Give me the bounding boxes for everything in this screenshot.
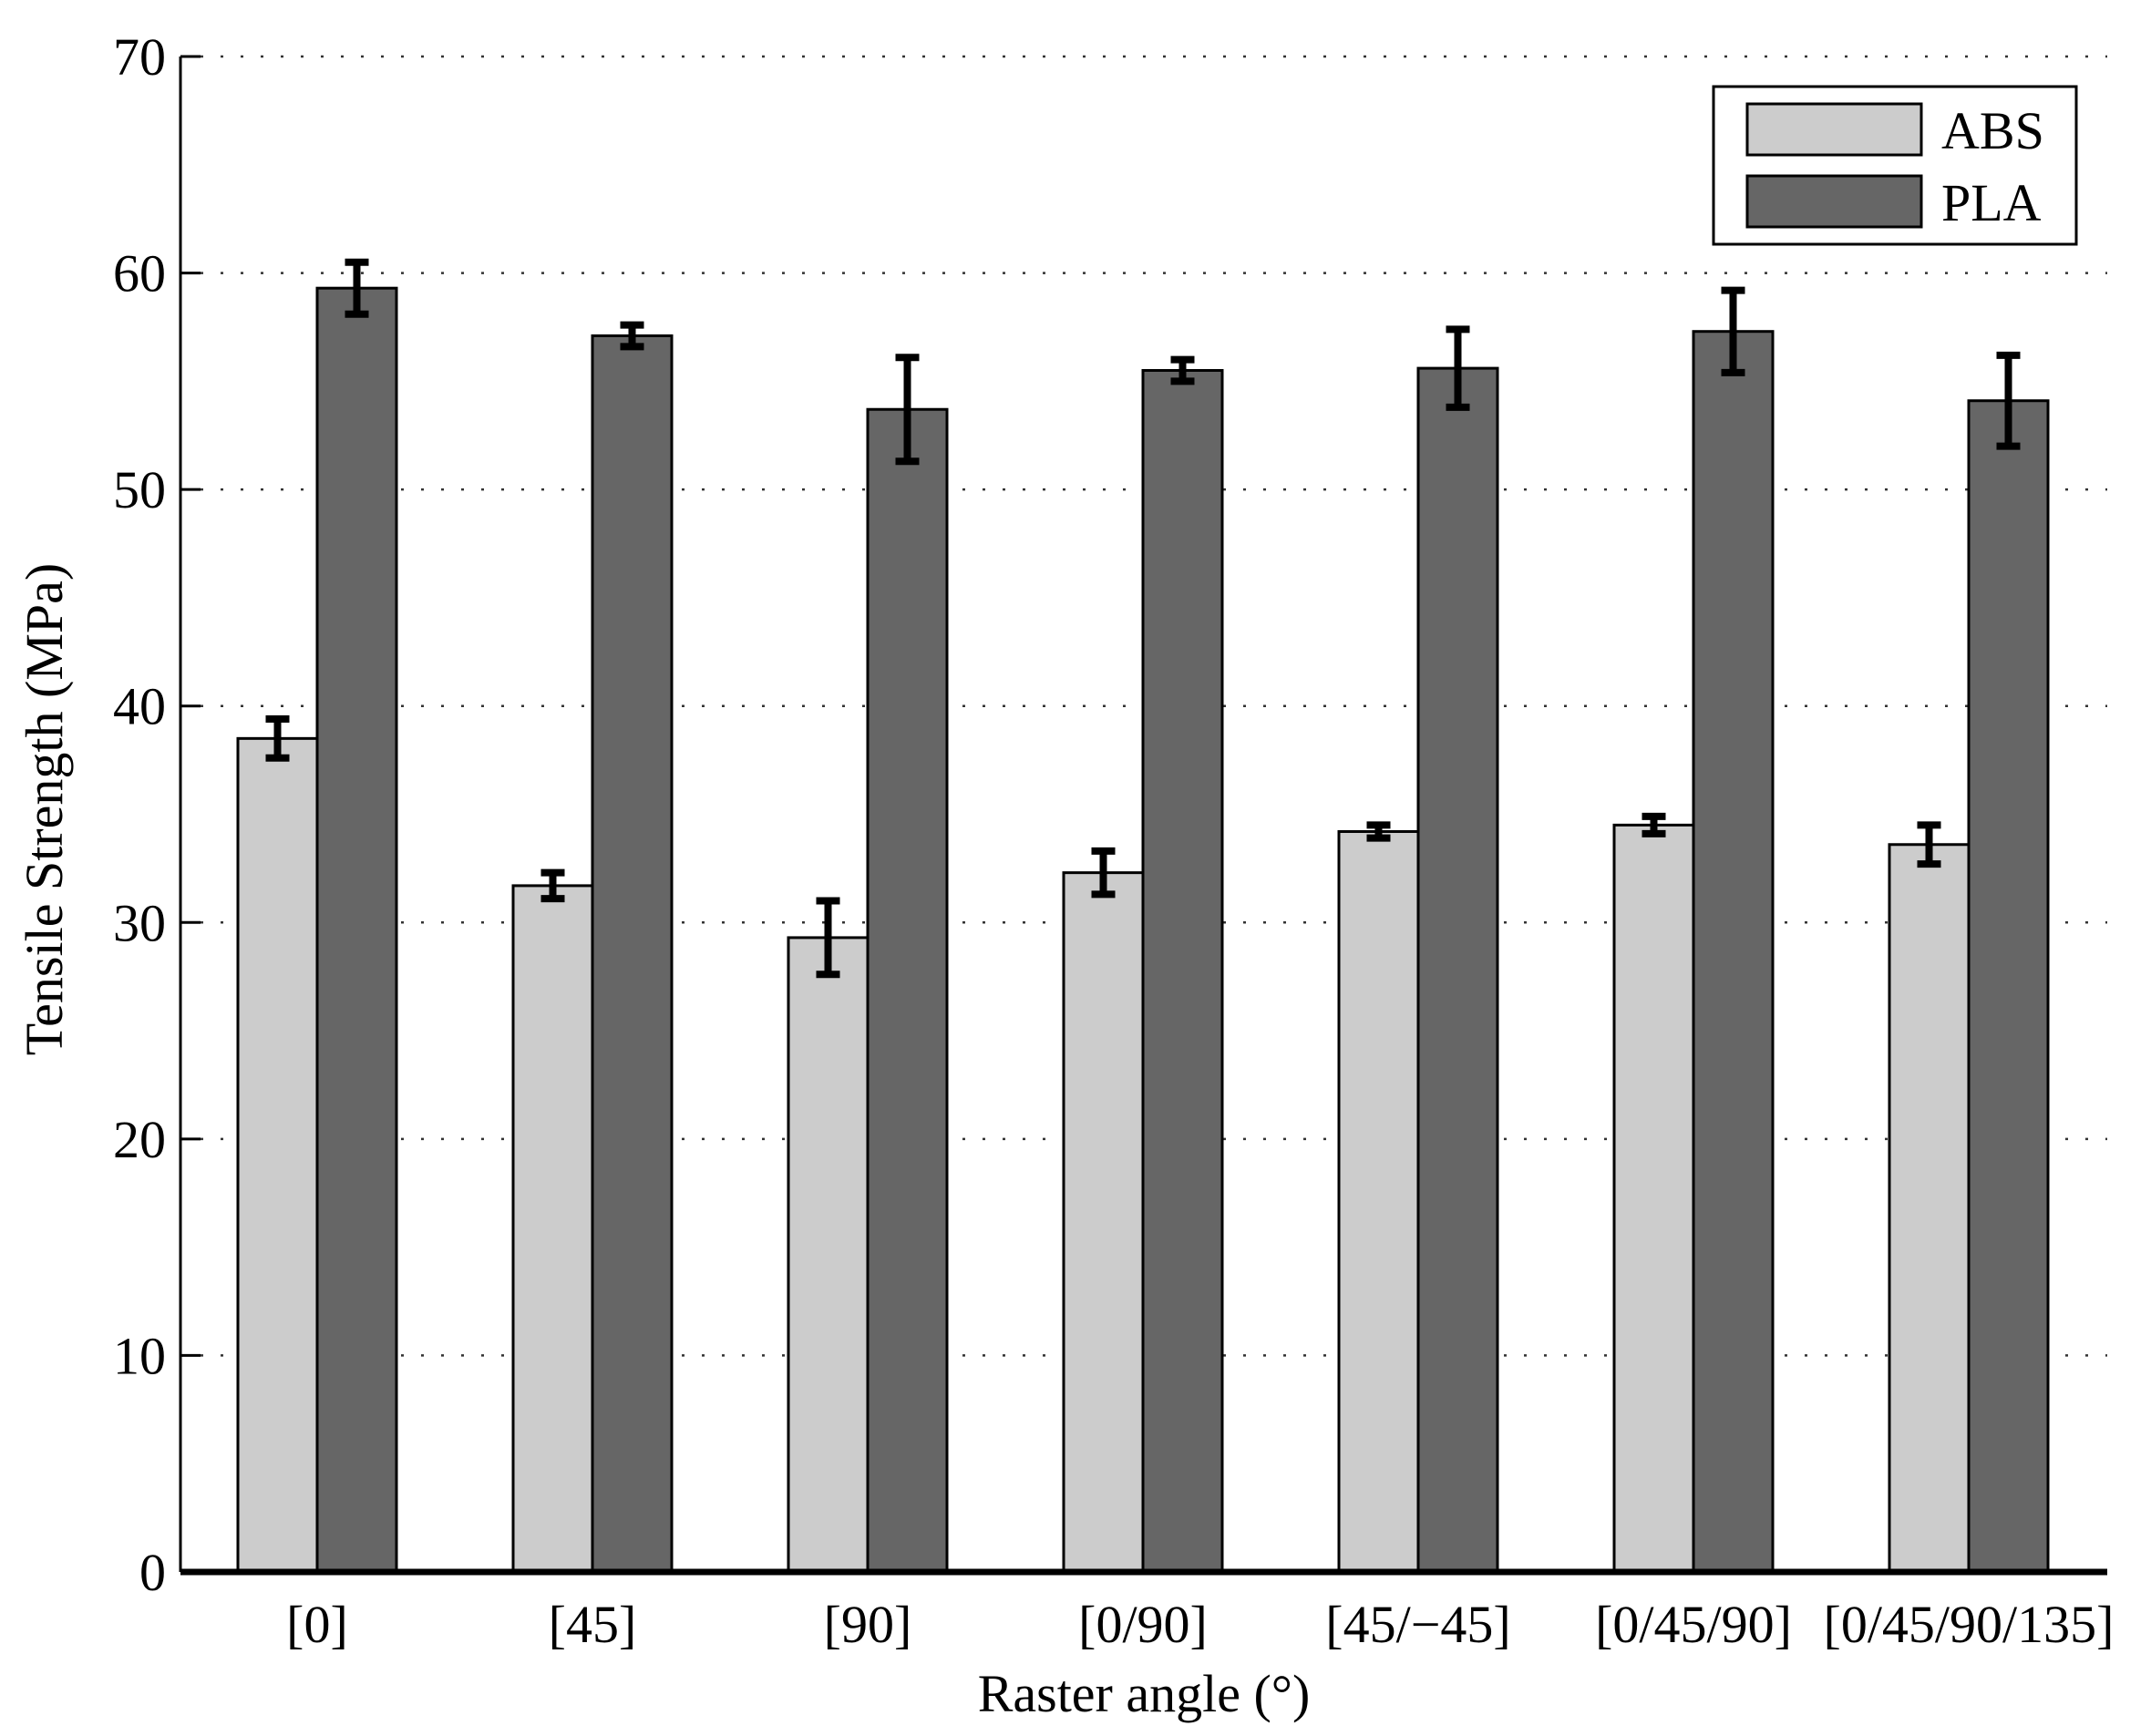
x-tick-label: [45/−45] — [1325, 1595, 1510, 1654]
error-bar-pla — [1721, 286, 1745, 376]
error-bar-pla — [345, 258, 369, 318]
bar-pla — [315, 286, 398, 1574]
x-tick-label: [0/45/90/135] — [1824, 1595, 2115, 1654]
error-bar-abs — [1642, 812, 1666, 837]
bar-abs — [1888, 843, 1971, 1574]
y-tick-label: 70 — [113, 27, 166, 87]
x-axis-title: Raster angle (°) — [978, 1664, 1311, 1723]
x-tick-label: [0/45/90] — [1595, 1595, 1792, 1654]
x-tick-label: [90] — [824, 1595, 912, 1654]
axes — [179, 55, 2107, 1576]
y-tick-label: 50 — [113, 460, 166, 519]
bar-pla — [1141, 368, 1224, 1574]
error-bars — [265, 258, 2021, 979]
x-tick-label: [45] — [549, 1595, 637, 1654]
legend-swatch-abs — [1745, 102, 1923, 157]
error-bar-pla — [620, 321, 644, 351]
error-bar-abs — [1366, 821, 1391, 842]
legend-swatch-pla — [1745, 174, 1923, 229]
y-tick-label: 10 — [113, 1326, 166, 1385]
y-tick-label: 20 — [113, 1110, 166, 1169]
legend-label-pla: PLA — [1941, 173, 2042, 232]
x-tick-label: [0/90] — [1078, 1595, 1208, 1654]
y-tick-label: 0 — [139, 1543, 166, 1602]
y-axis-title: Tensile Strength (MPa) — [15, 563, 74, 1055]
tick-labels: 0 10 20 30 40 50 60 70 [0] [45] [90] [0/90] [45/−45]… — [113, 27, 2114, 1654]
error-bar-abs — [1091, 847, 1116, 899]
error-bar-pla — [1446, 325, 1470, 411]
y-tick-label: 30 — [113, 893, 166, 952]
error-bar-abs — [540, 868, 565, 903]
bar-pla — [1416, 366, 1499, 1574]
bar-abs — [1337, 830, 1420, 1574]
error-bar-pla — [1996, 351, 2021, 450]
bar-pla — [1967, 399, 2050, 1574]
legend: ABS PLA — [1712, 85, 2078, 246]
bar-abs — [511, 884, 594, 1574]
legend-label-abs: ABS — [1941, 101, 2044, 160]
y-tick-label: 40 — [113, 677, 166, 736]
error-bar-abs — [816, 897, 840, 979]
bar-abs — [1062, 871, 1145, 1574]
error-bar-abs — [265, 714, 290, 762]
bar-abs — [236, 736, 319, 1574]
bar-abs — [1612, 823, 1695, 1574]
bar-pla — [866, 407, 949, 1574]
error-bar-pla — [895, 354, 920, 466]
bar-pla — [1692, 330, 1775, 1574]
bar-abs — [787, 936, 870, 1574]
error-bar-abs — [1917, 821, 1941, 868]
x-tick-label: [0] — [286, 1595, 348, 1654]
y-tick-label: 60 — [113, 244, 166, 303]
bars — [236, 286, 2050, 1574]
bar-pla — [591, 334, 674, 1574]
error-bar-pla — [1170, 355, 1195, 385]
